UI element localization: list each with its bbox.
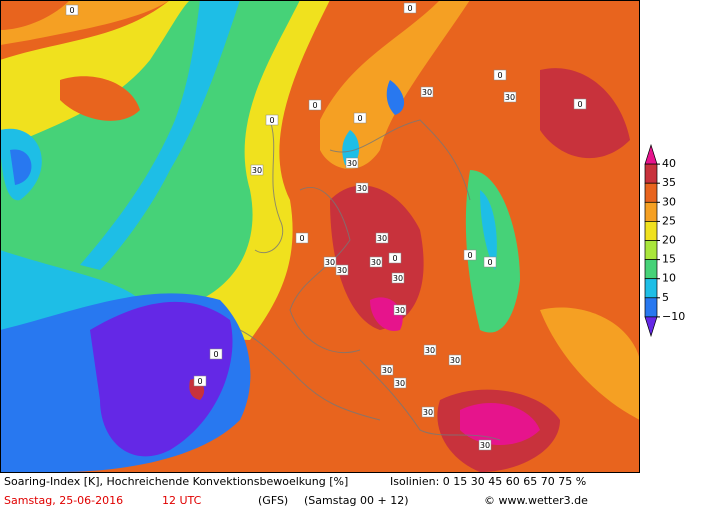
footer: Soaring-Index [K], Hochreichende Konvekt… xyxy=(4,475,588,507)
isoline-label: 0 xyxy=(197,377,202,386)
isoline-label: 30 xyxy=(425,346,435,355)
isoline-label-box xyxy=(421,406,435,418)
isoline-label: 0 xyxy=(497,71,502,80)
colorbar-segment xyxy=(644,182,658,203)
isoline-label: 0 xyxy=(392,254,397,263)
isoline-label-box xyxy=(335,264,349,276)
colorbar-tick-label: 10 xyxy=(662,272,676,285)
isoline-label-box xyxy=(483,256,497,268)
isoline-label-box xyxy=(375,232,389,244)
isoline-label-box xyxy=(345,157,359,169)
colorbar-cap xyxy=(644,316,658,338)
isoline-label: 0 xyxy=(69,6,74,15)
isoline-label-box xyxy=(308,99,322,111)
isoline-label: 0 xyxy=(299,234,304,243)
colorbar-tick-label: 35 xyxy=(662,176,676,189)
description: Soaring-Index [K], Hochreichende Konvekt… xyxy=(4,475,348,488)
isoline-label-box xyxy=(393,377,407,389)
colorbar-segment xyxy=(644,240,658,260)
isoline-label: 30 xyxy=(422,88,432,97)
isoline-label-box xyxy=(423,344,437,356)
isoline-label-box xyxy=(448,354,462,366)
colorbar-segment xyxy=(644,201,658,222)
isoline-label-box xyxy=(403,2,417,14)
isoline-label: 30 xyxy=(423,408,433,417)
isoline-label-box xyxy=(573,98,587,110)
isoline-label-box xyxy=(391,272,405,284)
isolines: Isolinien: 0 15 30 45 60 65 70 75 % xyxy=(390,475,586,488)
isoline-label: 30 xyxy=(357,184,367,193)
colorbar-tick-label: −10 xyxy=(662,310,685,323)
colorbar-tick-label: 40 xyxy=(662,157,676,170)
colorbar-cap xyxy=(644,143,658,165)
isoline-label: 0 xyxy=(487,258,492,267)
map: 0 003000300030303030030303003030303000300… xyxy=(1,1,639,472)
isoline-label: 0 xyxy=(407,4,412,13)
colorbar-tick-label: 20 xyxy=(662,234,676,247)
isoline-label-box xyxy=(503,91,517,103)
isoline-label-box xyxy=(380,364,394,376)
colorbar-tick-label: 30 xyxy=(662,195,676,208)
isoline-label-box xyxy=(369,256,383,268)
isoline-label: 30 xyxy=(371,258,381,267)
isoline-label: 30 xyxy=(252,166,262,175)
isoline-label: 30 xyxy=(337,266,347,275)
isoline-label-box xyxy=(250,164,264,176)
isoline-label-box xyxy=(265,114,279,126)
isoline-label: 30 xyxy=(377,234,387,243)
isoline-label: 30 xyxy=(395,306,405,315)
colorbar: 40 35 30 25 20 15 10 5 −10 xyxy=(644,143,685,338)
isoline-label-box xyxy=(420,86,434,98)
isoline-label: 0 xyxy=(269,116,274,125)
isoline-label-box xyxy=(355,182,369,194)
colorbar-segment xyxy=(644,163,658,184)
isoline-label: 0 xyxy=(213,350,218,359)
isoline-label: 30 xyxy=(325,258,335,267)
isoline-label: 30 xyxy=(393,274,403,283)
colorbar-segment xyxy=(644,221,658,241)
time: 12 UTC xyxy=(162,494,202,507)
isoline-label-box xyxy=(493,69,507,81)
isoline-label: 30 xyxy=(347,159,357,168)
isoline-label: 30 xyxy=(480,441,490,450)
isoline-label-box xyxy=(323,256,337,268)
isoline-label: 0 xyxy=(312,101,317,110)
isoline-label: 30 xyxy=(382,366,392,375)
colorbar-tick-label: 15 xyxy=(662,253,676,266)
map-frame xyxy=(0,0,640,473)
copyright: © www.wetter3.de xyxy=(484,494,588,507)
isoline-label-box xyxy=(65,4,79,16)
isoline-label-box xyxy=(463,249,477,261)
isoline-label: 30 xyxy=(395,379,405,388)
isoline-label-box xyxy=(478,439,492,451)
colorbar-segment xyxy=(644,278,658,299)
colorbar-tick-label: 5 xyxy=(662,291,669,304)
date: Samstag, 25-06-2016 xyxy=(4,494,123,507)
isoline-label: 30 xyxy=(450,356,460,365)
isoline-label-box xyxy=(209,348,223,360)
isoline-label-box xyxy=(295,232,309,244)
colorbar-segment xyxy=(644,297,658,318)
isoline-label: 0 xyxy=(577,100,582,109)
colorbar-tick-label: 25 xyxy=(662,214,676,227)
isoline-labels: 0 003000300030303030030303003030303000300… xyxy=(65,2,587,451)
colorbar-segment xyxy=(644,259,658,280)
isoline-label: 30 xyxy=(505,93,515,102)
isoline-label-box xyxy=(388,252,402,264)
isoline-label-box xyxy=(393,304,407,316)
isoline-label: 0 xyxy=(357,114,362,123)
model: (GFS) xyxy=(258,494,288,507)
isoline-label-box xyxy=(353,112,367,124)
run: (Samstag 00 + 12) xyxy=(304,494,409,507)
isoline-label-box xyxy=(193,375,207,387)
isoline-label: 0 xyxy=(467,251,472,260)
